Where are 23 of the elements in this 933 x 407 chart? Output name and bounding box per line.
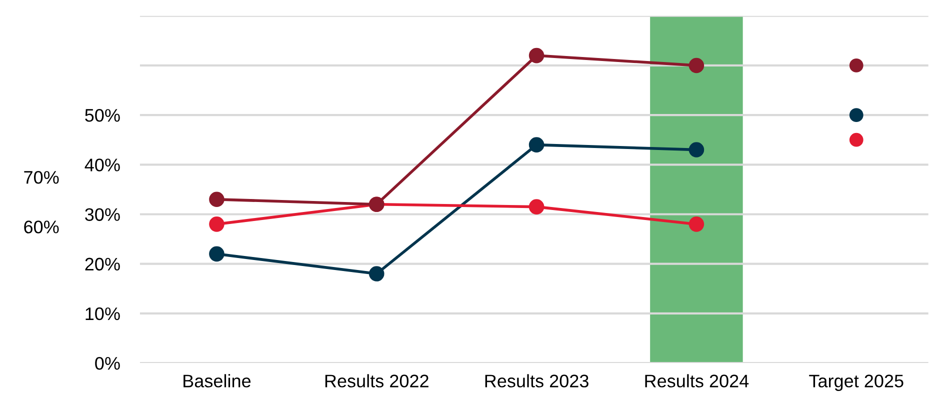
y-tick-label: 10% xyxy=(86,307,120,320)
y-tick-label: 20% xyxy=(85,258,120,271)
y2-tick-label: 60% xyxy=(24,220,59,234)
point xyxy=(688,216,704,232)
point xyxy=(209,216,224,232)
x-tick-label: Results 2023 xyxy=(485,374,588,388)
point xyxy=(688,142,704,158)
y-tick-label: 50% xyxy=(85,109,120,122)
x-tick-label: Results 2024 xyxy=(645,374,749,388)
y2-tick-label: 70% xyxy=(24,170,59,184)
point xyxy=(209,192,224,208)
point xyxy=(209,246,224,262)
y-tick-label: 30% xyxy=(85,208,120,221)
y-tick-label: 40% xyxy=(84,158,120,172)
point xyxy=(528,48,544,64)
point xyxy=(688,58,704,74)
x-tick-label: Baseline xyxy=(184,374,251,388)
x-tick-label: Target 2025 xyxy=(809,374,904,391)
y-tick-label: 0% xyxy=(95,356,120,370)
x-tick-label: Results 2022 xyxy=(325,374,428,388)
point xyxy=(528,199,544,214)
point xyxy=(528,137,544,152)
point xyxy=(368,266,384,282)
